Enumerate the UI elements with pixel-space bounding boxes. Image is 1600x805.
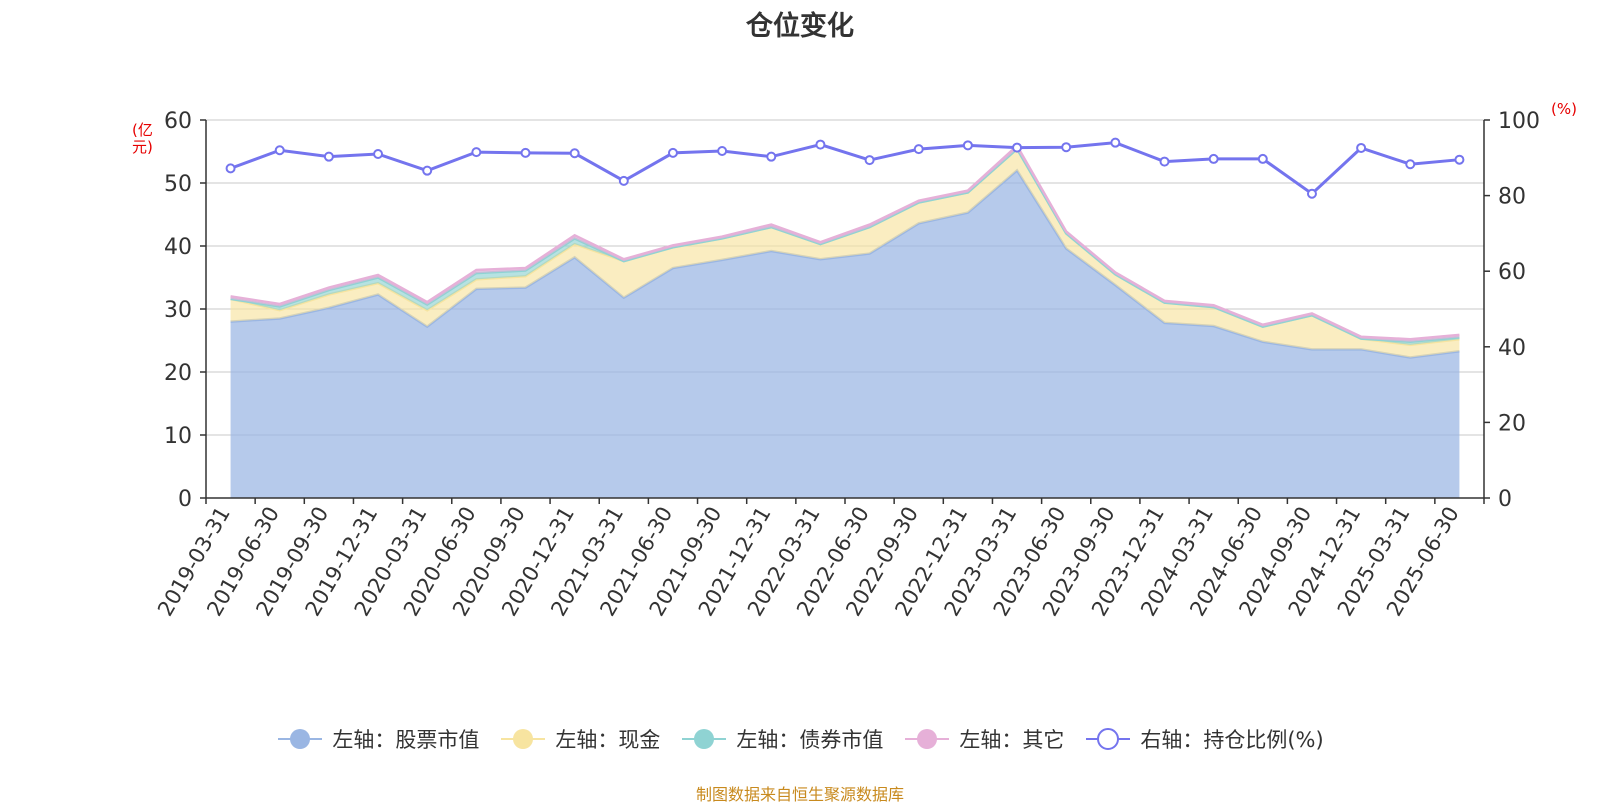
ratio-point [422, 165, 433, 176]
right-tick-label: 40 [1498, 336, 1526, 361]
legend-label-ratio: 右轴：持仓比例(%) [1140, 728, 1324, 752]
left-tick-label: 60 [164, 109, 192, 134]
legend-ratio-icon [1086, 728, 1131, 750]
right-tick-label: 20 [1498, 411, 1526, 436]
legend: 左轴：股票市值 左轴：现金 左轴：债券市值 左轴：其它 右轴：持仓比例(%) [0, 724, 1600, 754]
legend-item-ratio[interactable]: 右轴：持仓比例(%) [1084, 724, 1324, 754]
ratio-point [1110, 137, 1121, 148]
area-cash [230, 148, 1460, 358]
right-tick-label: 80 [1498, 185, 1526, 210]
ratio-point [471, 147, 482, 158]
ratio-point [569, 148, 580, 159]
ratio-point [323, 151, 334, 162]
legend-label-bond: 左轴：债券市值 [736, 728, 884, 752]
left-tick-label: 30 [164, 298, 192, 323]
legend-item-bond[interactable]: 左轴：债券市值 [680, 724, 883, 754]
ratio-point [1405, 159, 1416, 170]
ratio-point [717, 145, 728, 156]
ratio-point [1159, 156, 1170, 167]
ratio-point [1356, 142, 1367, 153]
legend-label-other: 左轴：其它 [959, 728, 1065, 752]
legend-item-other[interactable]: 左轴：其它 [903, 724, 1064, 754]
left-tick-label: 50 [164, 172, 192, 197]
right-tick-label: 100 [1498, 109, 1540, 134]
ratio-line [230, 141, 1460, 196]
legend-item-cash[interactable]: 左轴：现金 [499, 724, 660, 754]
right-tick-label: 0 [1498, 487, 1512, 512]
left-tick-label: 20 [164, 361, 192, 386]
left-tick-label: 10 [164, 424, 192, 449]
ratio-point [1454, 154, 1465, 165]
area-line-other [230, 143, 1460, 341]
ratio-point [373, 149, 384, 160]
legend-label-stock: 左轴：股票市值 [332, 728, 480, 752]
legend-item-stock[interactable]: 左轴：股票市值 [276, 724, 479, 754]
ratio-point [815, 139, 826, 150]
legend-cash-icon [501, 729, 546, 749]
area-stock [230, 170, 1460, 498]
ratio-point [520, 147, 531, 158]
left-axis-unit: (亿元) [132, 121, 153, 156]
ratio-point [667, 147, 678, 158]
ratio-point [766, 151, 777, 162]
area-series [230, 143, 1460, 498]
legend-stock-icon [278, 729, 323, 749]
ratio-point [1061, 142, 1072, 153]
ratio-point [225, 163, 236, 174]
right-axis-unit: (%) [1551, 100, 1577, 118]
ratio-point [962, 140, 973, 151]
right-tick-label: 60 [1498, 260, 1526, 285]
legend-label-cash: 左轴：现金 [555, 728, 661, 752]
left-tick-label: 0 [178, 487, 192, 512]
ratio-point [1208, 153, 1219, 164]
chart-title: 仓位变化 [746, 11, 854, 42]
ratio-point [1257, 153, 1268, 164]
ratio-point [618, 175, 629, 186]
source-note: 制图数据来自恒生聚源数据库 [695, 785, 904, 804]
legend-bond-icon [682, 729, 727, 749]
ratio-line-series [225, 137, 1465, 199]
legend-other-icon [905, 729, 950, 749]
left-tick-label: 40 [164, 235, 192, 260]
ratio-point [1012, 142, 1023, 153]
ratio-point [1306, 188, 1317, 199]
ratio-point [913, 144, 924, 155]
ratio-point [864, 155, 875, 166]
ratio-point [274, 145, 285, 156]
